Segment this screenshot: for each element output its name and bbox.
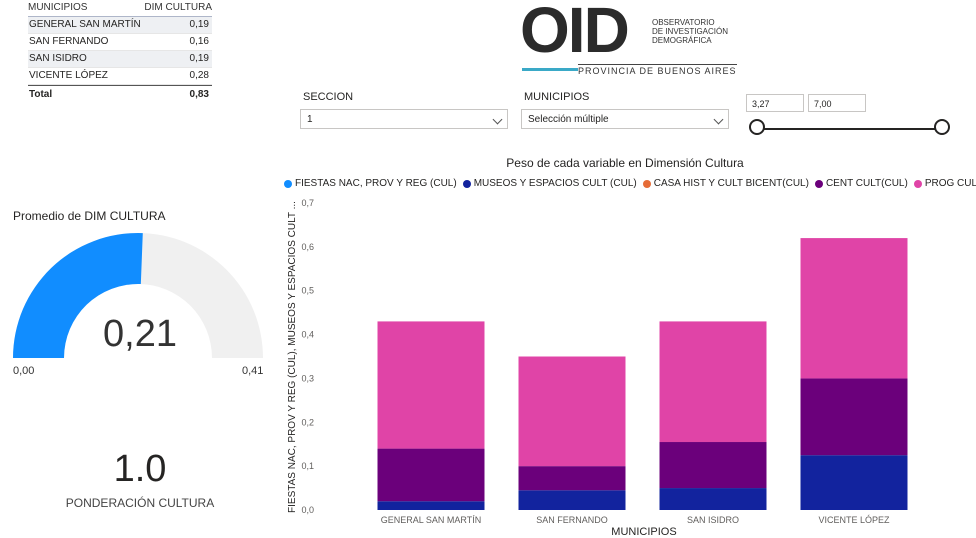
y-tick-label: 0,5	[301, 286, 314, 296]
legend-label: CENT CULT(CUL)	[825, 178, 908, 189]
logo-province: PROVINCIA DE BUENOS AIRES	[578, 64, 737, 76]
municipios-table: MUNICIPIOS DIM CULTURA GENERAL SAN MARTÍ…	[28, 0, 212, 104]
range-min-input[interactable]: 3,27	[746, 94, 804, 112]
bar-segment[interactable]	[377, 448, 485, 502]
legend-dot-icon	[642, 179, 651, 188]
gauge-value: 0,21	[103, 313, 177, 355]
municipios-slicer-label: MUNICIPIOS	[524, 91, 590, 103]
gauge-chart	[13, 232, 263, 358]
range-slider-min-handle[interactable]	[749, 119, 765, 135]
legend-item[interactable]: FIESTAS NAC, PROV Y REG (CUL)	[284, 178, 457, 189]
table-cell-valor: 0,19	[189, 53, 209, 64]
table-cell-municipio: SAN ISIDRO	[29, 53, 87, 64]
logo-wordmark: OID	[520, 0, 630, 66]
range-slider-track[interactable]	[756, 128, 944, 130]
ponderacion-card-label: PONDERACIÓN CULTURA	[65, 496, 215, 510]
table-row[interactable]: SAN ISIDRO 0,19	[28, 51, 212, 68]
table-cell-valor: 0,28	[189, 70, 209, 81]
table-cell-valor: 0,16	[189, 36, 209, 47]
table-header-municipios[interactable]: MUNICIPIOS	[28, 2, 88, 13]
municipios-dropdown[interactable]: Selección múltiple	[521, 109, 729, 129]
x-axis-title: MUNICIPIOS	[611, 526, 676, 538]
bar-segment[interactable]	[800, 238, 908, 379]
legend-dot-icon	[284, 179, 292, 188]
seccion-dropdown[interactable]: 1	[300, 109, 508, 129]
seccion-slicer-label: SECCION	[303, 91, 354, 103]
gauge-fill	[13, 232, 143, 358]
logo-accent-bar	[522, 68, 578, 71]
y-axis-title: FIESTAS NAC, PROV Y REG (CUL), MUSEOS Y …	[287, 201, 298, 513]
bar-segment[interactable]	[518, 490, 626, 510]
seccion-dropdown-value: 1	[307, 114, 313, 125]
bar-segment[interactable]	[518, 466, 626, 491]
legend-dot-icon	[462, 179, 471, 188]
bar-segment[interactable]	[800, 378, 908, 456]
logo-sub-line-1: OBSERVATORIO	[652, 18, 715, 27]
logo-subtitle: OBSERVATORIO DE INVESTIGACIÓN DEMOGRÁFIC…	[652, 18, 742, 45]
bar-segment[interactable]	[659, 442, 767, 489]
table-row[interactable]: GENERAL SAN MARTÍN 0,19	[28, 17, 212, 34]
legend-item[interactable]: MUSEOS Y ESPACIOS CULT (CUL)	[462, 178, 637, 189]
table-total-label: Total	[29, 89, 53, 100]
table-cell-municipio: VICENTE LÓPEZ	[29, 70, 108, 81]
bar-segment[interactable]	[659, 321, 767, 443]
legend-label: MUSEOS Y ESPACIOS CULT (CUL)	[473, 178, 637, 189]
table-total-value: 0,83	[189, 89, 209, 100]
bar-segment[interactable]	[800, 455, 908, 510]
y-tick-label: 0,2	[301, 417, 314, 427]
ponderacion-card-value: 1.0	[113, 448, 167, 490]
legend-dot-icon	[913, 179, 922, 188]
oid-logo: OID OBSERVATORIO DE INVESTIGACIÓN DEMOGR…	[520, 0, 742, 76]
legend-dot-icon	[814, 179, 823, 188]
bar-segment[interactable]	[377, 501, 485, 510]
x-tick-label: GENERAL SAN MARTÍN	[381, 515, 482, 525]
chart-legend: FIESTAS NAC, PROV Y REG (CUL) MUSEOS Y ES…	[284, 178, 976, 189]
legend-label: PROG CULT (CUL)	[924, 178, 976, 189]
x-tick-label: SAN FERNANDO	[536, 515, 608, 525]
table-cell-municipio: SAN FERNANDO	[29, 36, 109, 47]
chart-title: Peso de cada variable en Dimensión Cultu…	[506, 156, 744, 170]
y-tick-label: 0,4	[301, 330, 314, 340]
legend-item[interactable]: CASA HIST Y CULT BICENT(CUL)	[642, 178, 809, 189]
y-tick-label: 0,6	[301, 242, 314, 252]
y-tick-label: 0,0	[301, 505, 314, 515]
table-cell-municipio: GENERAL SAN MARTÍN	[29, 19, 141, 30]
range-max-input[interactable]: 7,00	[808, 94, 866, 112]
y-tick-label: 0,7	[301, 198, 314, 208]
y-tick-label: 0,3	[301, 373, 314, 383]
bar-segment[interactable]	[377, 321, 485, 449]
table-total-row: Total 0,83	[28, 85, 212, 104]
table-header-dim-cultura[interactable]: DIM CULTURA	[144, 2, 212, 13]
y-tick-label: 0,1	[301, 461, 314, 471]
logo-sub-line-3: DEMOGRÁFICA	[652, 36, 712, 45]
gauge-title: Promedio de DIM CULTURA	[13, 209, 166, 223]
table-cell-valor: 0,19	[189, 19, 209, 30]
range-slider-max-handle[interactable]	[934, 119, 950, 135]
municipios-dropdown-value: Selección múltiple	[528, 114, 609, 125]
gauge-min-label: 0,00	[13, 365, 35, 377]
legend-label: FIESTAS NAC, PROV Y REG (CUL)	[295, 178, 457, 189]
bar-segment[interactable]	[659, 488, 767, 510]
legend-label: CASA HIST Y CULT BICENT(CUL)	[653, 178, 809, 189]
x-tick-label: SAN ISIDRO	[687, 515, 739, 525]
legend-item[interactable]: CENT CULT(CUL)	[814, 178, 908, 189]
gauge-max-label: 0,41	[242, 365, 264, 377]
legend-item[interactable]: PROG CULT (CUL)	[913, 178, 976, 189]
x-tick-label: VICENTE LÓPEZ	[818, 515, 890, 525]
bar-segment[interactable]	[518, 356, 626, 467]
table-row[interactable]: VICENTE LÓPEZ 0,28	[28, 68, 212, 85]
table-header: MUNICIPIOS DIM CULTURA	[28, 0, 212, 17]
table-row[interactable]: SAN FERNANDO 0,16	[28, 34, 212, 51]
logo-sub-line-2: DE INVESTIGACIÓN	[652, 27, 729, 36]
